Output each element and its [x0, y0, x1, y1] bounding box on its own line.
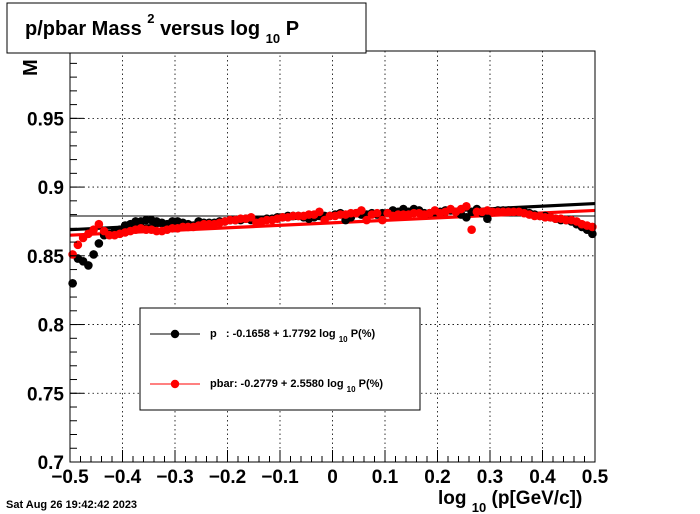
chart-title-box: p/pbar Mass 2 versus log 10 P [6, 2, 367, 54]
x-tick-label: 0 [327, 467, 338, 488]
data-point-pbar [372, 208, 382, 218]
axis-ticks [69, 62, 596, 463]
data-point-pbar [462, 202, 471, 211]
data-point-p [483, 214, 492, 223]
x-tick-label: −0.3 [156, 467, 194, 488]
data-point-pbar [357, 206, 366, 215]
y-axis-label: M [20, 59, 42, 76]
x-tick-label: 0.4 [529, 467, 556, 488]
x-tick-labels: −0.5 −0.4 −0.3 −0.2 −0.1 0 0.1 0.2 0.3 0.4 0.5 [51, 467, 608, 488]
y-tick-label: 0.9 [38, 178, 64, 199]
y-tick-label: 0.8 [38, 316, 64, 337]
data-point-pbar [89, 225, 98, 234]
data-point-pbar [362, 215, 371, 225]
x-tick-label: −0.1 [261, 467, 299, 488]
data-points [68, 202, 597, 288]
y-tick-labels: 0.7 0.75 0.8 0.85 0.9 0.95 [27, 109, 64, 474]
data-point-p [94, 239, 104, 248]
data-point-pbar [467, 225, 476, 234]
legend-entry-p: p : -0.1658 + 1.7792 log 10 P(%) [210, 328, 375, 345]
x-tick-label: −0.2 [209, 467, 247, 488]
timestamp: Sat Aug 26 19:42:42 2023 [6, 499, 137, 511]
legend-marker-pbar [170, 379, 180, 389]
x-tick-label: 0.3 [477, 467, 503, 488]
y-tick-label: 0.75 [27, 384, 64, 405]
data-point-p [84, 261, 93, 270]
legend-marker-p [170, 329, 180, 339]
data-point-p [462, 213, 471, 222]
legend-frame [139, 307, 421, 411]
data-point-pbar [246, 213, 256, 222]
data-point-pbar [315, 207, 324, 217]
x-axis-label: log 10 (p[GeV/c]) [438, 488, 582, 514]
data-point-pbar [94, 219, 104, 229]
x-tick-label: −0.4 [104, 467, 142, 488]
x-tick-label: 0.5 [582, 467, 609, 488]
chart-title: p/pbar Mass 2 versus log 10 P [25, 6, 299, 48]
y-tick-label: 0.7 [38, 453, 64, 474]
data-point-pbar [378, 215, 387, 225]
y-tick-label: 0.95 [27, 109, 64, 130]
x-tick-label: 0.2 [424, 467, 450, 488]
data-point-pbar [73, 240, 83, 250]
data-point-p [89, 250, 98, 259]
x-tick-label: −0.5 [51, 467, 89, 488]
x-tick-label: 0.1 [372, 467, 399, 488]
chart-title-frame [6, 2, 367, 54]
y-tick-label: 0.85 [27, 247, 64, 268]
legend: p : -0.1658 + 1.7792 log 10 P(%) pbar: -… [139, 307, 421, 411]
legend-entry-pbar: pbar: -0.2779 + 2.5580 log 10 P(%) [210, 378, 383, 395]
